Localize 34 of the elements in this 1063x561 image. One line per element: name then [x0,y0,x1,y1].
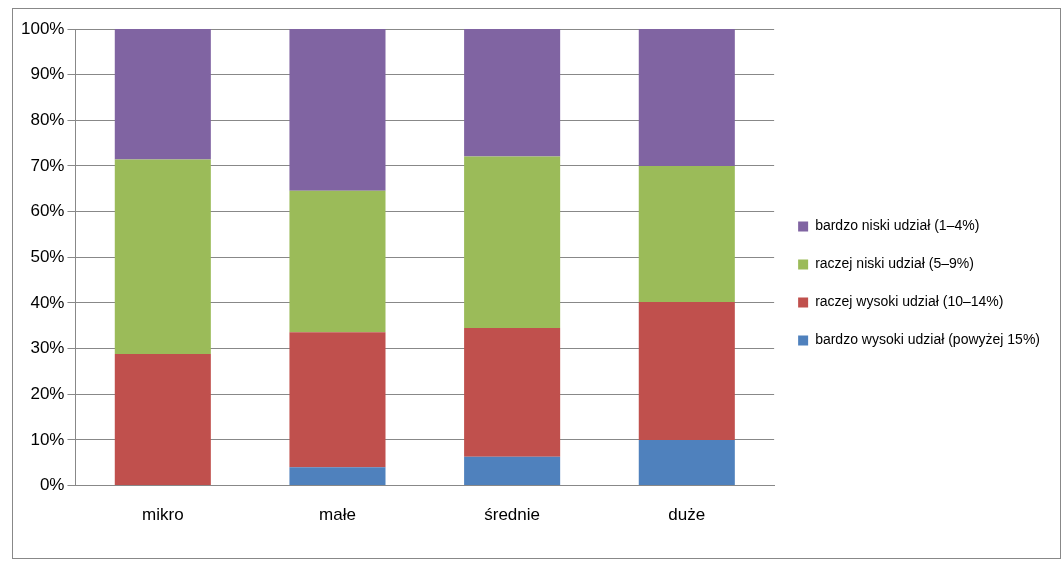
bar [114,159,211,355]
y-tick-label: 20% [30,383,65,403]
bar [638,439,735,486]
y-tick-label: 10% [30,429,65,449]
bar [114,354,211,486]
bar [638,302,735,440]
legend-label: raczej wysoki udział (10–14%) [815,293,1004,310]
y-tick-label: 50% [30,246,65,266]
legend-label: raczej niski udział (5–9%) [815,255,974,272]
bar [289,29,386,191]
y-tick-label: 30% [30,338,65,358]
y-tick-label: 60% [30,201,65,221]
bar [464,456,561,486]
bar [289,332,386,468]
y-tick-label: 100% [21,18,65,38]
bar [638,165,735,303]
x-tick-label: duże [668,505,706,525]
x-tick-label: średnie [484,505,541,525]
bar [638,29,735,166]
legend-label: bardzo niski udział (1–4%) [815,217,980,234]
bar [464,29,561,157]
y-tick-label: 90% [30,64,65,84]
bar [464,328,561,457]
bar [289,467,386,486]
x-tick-label: mikro [142,505,184,525]
x-tick-label: małe [319,505,356,525]
y-tick-label: 0% [39,475,65,495]
y-tick-label: 70% [30,155,65,175]
bar [464,156,561,329]
legend-label: bardzo wysoki udział (powyżej 15%) [815,331,1040,348]
y-tick-label: 40% [30,292,65,312]
bar [114,29,211,160]
bar [289,190,386,333]
y-tick-label: 80% [30,110,65,130]
